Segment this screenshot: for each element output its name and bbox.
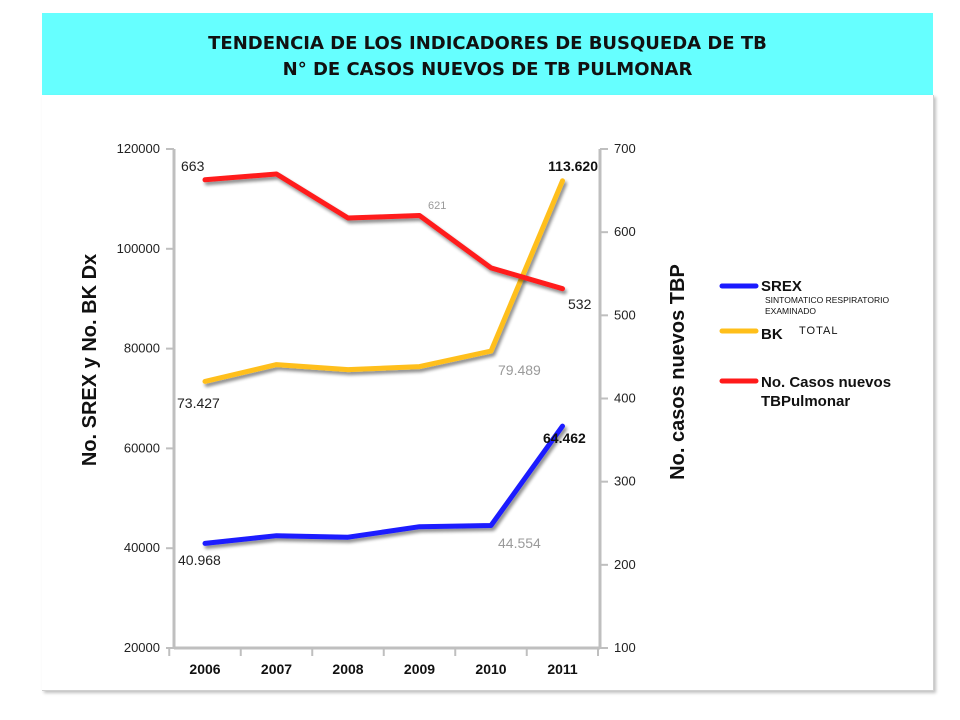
right-tick-label: 500 — [614, 307, 636, 322]
y-axis-left-title: No. SREX y No. BK Dx — [79, 254, 101, 466]
data-label: 79.489 — [498, 362, 541, 378]
right-tick-label: 600 — [614, 224, 636, 239]
x-tick-label: 2008 — [332, 661, 363, 677]
x-tick-label: 2007 — [261, 661, 292, 677]
x-tick-label: 2009 — [404, 661, 435, 677]
title-line-1: TENDENCIA DE LOS INDICADORES DE BUSQUEDA… — [208, 33, 767, 54]
title-line-2: N° DE CASOS NUEVOS DE TB PULMONAR — [282, 59, 693, 80]
data-label: 64.462 — [543, 430, 586, 446]
right-tick-label: 400 — [614, 391, 636, 406]
data-label: 73.427 — [177, 395, 220, 411]
left-tick-label: 60000 — [124, 440, 160, 455]
left-tick-label: 80000 — [124, 341, 160, 356]
legend-sublabel-srex-2: EXAMINADO — [765, 306, 816, 316]
x-tick-label: 2010 — [475, 661, 506, 677]
right-tick-label: 100 — [614, 640, 636, 655]
legend-sublabel-srex: SINTOMATICO RESPIRATORIO — [765, 295, 889, 305]
left-tick-label: 120000 — [117, 141, 160, 156]
legend-label-casos: No. Casos nuevos — [761, 374, 891, 391]
chart-frame — [42, 95, 934, 691]
data-label: 44.554 — [498, 535, 541, 551]
left-tick-label: 20000 — [124, 640, 160, 655]
data-label: 621 — [428, 200, 446, 212]
series-line-srex — [202, 423, 565, 546]
right-tick-label: 200 — [614, 557, 636, 572]
legend-label-bk: BK — [761, 326, 783, 343]
series-line-bk — [202, 178, 565, 384]
right-tick-label: 300 — [614, 474, 636, 489]
left-tick-label: 100000 — [117, 241, 160, 256]
data-label: 40.968 — [178, 552, 221, 568]
series-line-casos — [202, 171, 565, 292]
x-tick-label: 2011 — [547, 661, 578, 677]
data-label: 532 — [568, 296, 592, 312]
data-label: 113.620 — [548, 158, 598, 174]
legend-label-srex: SREX — [761, 278, 802, 295]
legend-label-casos-2: TBPulmonar — [761, 393, 850, 410]
data-label: 663 — [181, 158, 205, 174]
left-tick-label: 40000 — [124, 540, 160, 555]
right-tick-label: 700 — [614, 141, 636, 156]
legend-sublabel-bk: TOTAL — [799, 325, 838, 337]
y-axis-right-title: No. casos nuevos TBP — [667, 264, 689, 480]
x-tick-label: 2006 — [189, 661, 220, 677]
title-banner: TENDENCIA DE LOS INDICADORES DE BUSQUEDA… — [42, 13, 933, 95]
